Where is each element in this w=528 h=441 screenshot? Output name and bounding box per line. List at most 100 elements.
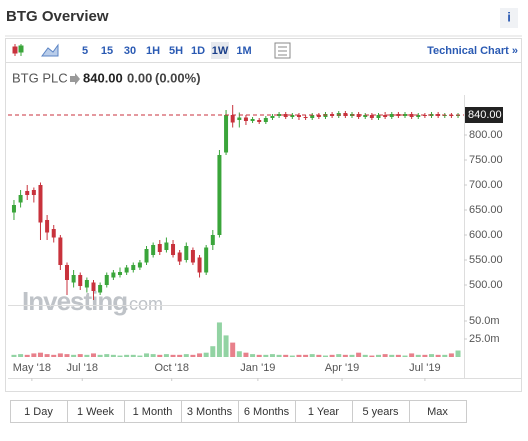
quote-change-pct: (0.00%) xyxy=(155,70,201,85)
volume-bar xyxy=(356,352,362,357)
candle-body xyxy=(257,120,262,122)
interval-button[interactable]: 30 xyxy=(124,45,136,57)
candle-icon[interactable] xyxy=(12,44,24,56)
volume-bar xyxy=(163,354,169,357)
volume-bar xyxy=(316,354,322,357)
volume-bar xyxy=(11,354,17,357)
candle-body xyxy=(237,117,242,120)
candle-body xyxy=(164,242,169,250)
volume-bar xyxy=(395,354,401,357)
range-label[interactable]: 1 Month xyxy=(133,406,173,418)
volume-bar xyxy=(97,354,103,357)
range-label[interactable]: 1 Week xyxy=(77,406,115,418)
range-button[interactable] xyxy=(409,400,467,423)
candle-body xyxy=(58,237,63,265)
volume-bar xyxy=(369,355,375,357)
interval-button[interactable]: 5 xyxy=(82,45,88,57)
last-price-label: 840.00 xyxy=(468,109,502,121)
volume-bar xyxy=(24,354,30,357)
candle-body xyxy=(157,244,162,252)
candle-body xyxy=(118,272,123,275)
candle-body xyxy=(376,115,381,118)
volume-bar xyxy=(309,354,315,357)
candle-body xyxy=(104,275,109,285)
interval-button[interactable]: 1H xyxy=(146,45,160,57)
volume-bar xyxy=(203,352,209,357)
candle-body xyxy=(270,116,275,118)
candle-body xyxy=(243,117,248,121)
volume-bar xyxy=(104,354,110,357)
volume-bar xyxy=(37,352,43,357)
candle-body xyxy=(290,115,295,117)
range-label[interactable]: 1 Year xyxy=(308,406,340,418)
volume-bar xyxy=(389,354,395,357)
interval-button[interactable]: 1D xyxy=(191,45,205,57)
interval-button[interactable]: 1W xyxy=(212,45,229,57)
candle-body xyxy=(217,155,222,235)
quote-name: BTG PLC xyxy=(12,70,68,85)
volume-bar xyxy=(177,354,183,357)
candle-body xyxy=(151,245,156,255)
volume-bar xyxy=(362,354,368,357)
x-tick-label: Oct '18 xyxy=(154,362,189,374)
volume-bar xyxy=(183,354,189,357)
range-label[interactable]: Max xyxy=(427,406,448,418)
y-tick-label: 650.00 xyxy=(469,204,503,216)
active-interval xyxy=(211,42,229,59)
candle-body xyxy=(363,115,368,117)
volume-bar xyxy=(429,354,435,357)
chart-frame xyxy=(5,38,522,392)
info-icon[interactable]: i xyxy=(507,9,511,24)
volume-bar xyxy=(77,354,83,357)
volume-bar xyxy=(57,353,63,357)
area-icon[interactable] xyxy=(41,43,59,57)
range-label[interactable]: 3 Months xyxy=(187,406,233,418)
x-tick-label: Apr '19 xyxy=(325,362,360,374)
volume-bar xyxy=(296,354,302,357)
candle-body xyxy=(111,272,116,278)
range-label[interactable]: 6 Months xyxy=(244,406,290,418)
volume-bar xyxy=(197,353,203,357)
technical-chart-link[interactable]: Technical Chart » xyxy=(427,45,518,57)
range-label[interactable]: 1 Day xyxy=(24,406,53,418)
settings-icon[interactable] xyxy=(274,42,291,59)
volume-bar xyxy=(382,354,388,357)
candle-body xyxy=(389,114,394,117)
volume-bar xyxy=(117,355,123,357)
volume-bar xyxy=(276,354,282,357)
candle-body xyxy=(131,265,136,270)
candle-body xyxy=(204,247,209,273)
volume-bar xyxy=(130,354,136,357)
volume-bar xyxy=(64,354,70,357)
candle-body xyxy=(137,262,142,268)
candle-body xyxy=(71,275,76,283)
volume-bar xyxy=(157,354,163,357)
y-tick-label: 750.00 xyxy=(469,154,503,166)
volume-bar xyxy=(91,353,96,357)
y-tick-label: 800.00 xyxy=(469,129,503,141)
interval-button[interactable]: 5H xyxy=(169,45,183,57)
volume-bar xyxy=(230,342,236,357)
x-tick-label: May '18 xyxy=(13,362,51,374)
volume-bar xyxy=(144,353,150,357)
candle-body xyxy=(396,114,401,116)
volume-bar xyxy=(18,354,24,357)
range-label[interactable]: 5 years xyxy=(362,406,399,418)
x-tick-label: Jul '19 xyxy=(409,362,440,374)
y-tick-label: 500.00 xyxy=(469,279,503,291)
interval-button[interactable]: 1M xyxy=(236,45,251,57)
volume-bar xyxy=(236,351,242,357)
info-button[interactable] xyxy=(500,8,518,28)
volume-bar xyxy=(124,354,130,357)
watermark: Investing xyxy=(22,286,127,316)
candle-body xyxy=(78,275,83,286)
candle-body xyxy=(31,190,36,195)
interval-button[interactable]: 15 xyxy=(101,45,113,57)
candle-body xyxy=(51,229,56,238)
candle-body xyxy=(91,282,96,291)
candle-body xyxy=(409,114,414,117)
candle-body xyxy=(416,115,421,117)
volume-bar xyxy=(435,354,441,357)
volume-bar xyxy=(283,354,289,357)
